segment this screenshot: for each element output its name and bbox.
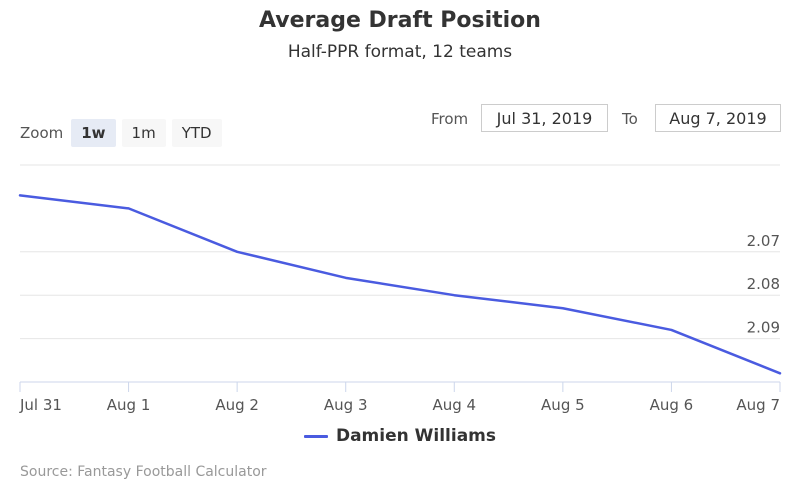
zoom-1w-button[interactable]: 1w <box>71 119 116 147</box>
zoom-ytd-button[interactable]: YTD <box>171 119 222 147</box>
data-point[interactable] <box>667 326 675 334</box>
y-axis: 2.07 2.08 2.09 <box>747 232 780 337</box>
data-point[interactable] <box>559 304 567 312</box>
chart-subtitle: Half-PPR format, 12 teams <box>287 42 513 62</box>
x-tick-label: Aug 6 <box>650 396 694 414</box>
source-credit: Source: Fantasy Football Calculator <box>20 464 267 480</box>
x-axis: Jul 31 Aug 1 Aug 2 Aug 3 Aug 4 Aug 5 Aug 6 Aug … <box>19 381 781 414</box>
zoom-1m-button[interactable]: 1m <box>121 119 166 147</box>
data-point[interactable] <box>776 369 784 377</box>
data-point[interactable] <box>342 274 350 282</box>
grid-lines <box>20 164 780 340</box>
x-tick-label: Aug 2 <box>215 396 259 414</box>
data-point[interactable] <box>450 291 458 299</box>
range-to-label: To <box>622 110 638 128</box>
chart-title: Average Draft Position <box>259 8 541 33</box>
series-layer <box>16 191 784 377</box>
range-from-label: From <box>431 110 469 128</box>
range-to-input[interactable]: Aug 7, 2019 <box>655 104 781 132</box>
legend-swatch <box>303 434 328 438</box>
legend-item-damien-williams[interactable]: Damien Williams <box>335 426 497 446</box>
y-tick-label: 2.08 <box>747 275 780 293</box>
range-from-input[interactable]: Jul 31, 2019 <box>481 104 608 132</box>
zoom-selector: Zoom 1w 1m YTD <box>20 119 228 147</box>
series-line-0[interactable] <box>18 194 782 375</box>
zoom-label: Zoom <box>20 124 64 142</box>
x-tick-label: Jul 31 <box>19 396 62 414</box>
y-tick-label: 2.09 <box>747 319 780 337</box>
legend[interactable]: Damien Williams <box>0 426 800 446</box>
x-tick-label: Aug 3 <box>324 396 368 414</box>
x-tick-label: Aug 1 <box>107 396 151 414</box>
x-tick-label: Aug 5 <box>541 396 585 414</box>
x-tick-label: Aug 7 <box>736 396 780 414</box>
y-tick-label: 2.07 <box>747 232 780 250</box>
data-point[interactable] <box>16 191 24 199</box>
x-tick-label: Aug 4 <box>432 396 476 414</box>
data-point[interactable] <box>125 204 133 212</box>
data-point[interactable] <box>233 248 241 256</box>
